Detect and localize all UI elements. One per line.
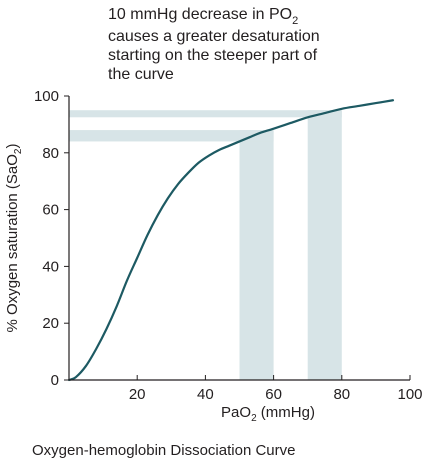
y-tick-label-100: 100 [34,88,59,105]
annotation-line-1: 10 mmHg decrease in PO2 [108,6,298,27]
y-axis-title: % Oxygen saturation (SaO2) [4,144,24,333]
x-axis-title: PaO2 (mmHg) [221,404,315,424]
y-tick-label-60: 60 [42,202,59,219]
band-y-3 [69,110,342,118]
band-y-2 [69,130,274,142]
y-tick-label-40: 40 [42,258,59,275]
annotation-line-3: starting on the steeper part of [108,47,318,64]
x-tick-label-80: 80 [333,386,350,403]
dissociation-curve [67,99,395,382]
annotation-line-2: causes a greater desaturation [108,28,320,45]
chart-caption: Oxygen-hemoglobin Dissociation Curve [32,442,295,459]
band-x-1 [307,110,342,380]
y-tick-label-0: 0 [51,372,59,389]
y-tick-label-80: 80 [42,145,59,162]
band-x-0 [239,130,274,380]
x-tick-label-20: 20 [129,386,146,403]
annotation-line-4: the curve [108,66,174,83]
x-tick-label-60: 60 [265,386,282,403]
x-tick-label-100: 100 [397,386,422,403]
x-tick-label-40: 40 [197,386,214,403]
highlight-bands [69,110,342,380]
annotation: 10 mmHg decrease in PO2 causes a greater… [108,6,320,83]
axes [68,96,410,381]
ticks: 20 40 60 80 100 0 20 40 60 80 100 [34,88,423,403]
y-tick-label-20: 20 [42,315,59,332]
